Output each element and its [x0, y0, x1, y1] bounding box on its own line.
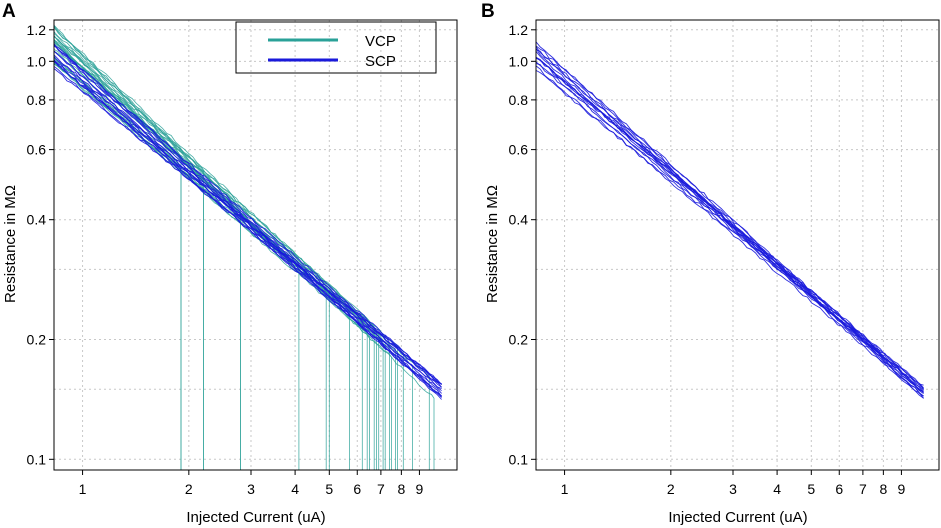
- panel-a-xtick-label: 1: [79, 481, 87, 497]
- panel-a-scp-curve: [54, 56, 442, 386]
- panel-b-ytick-label: 1.0: [509, 53, 529, 69]
- panel-a-vcp-curve: [54, 63, 300, 470]
- panel-a-vcp-curve: [54, 50, 182, 470]
- panel-a-vcp-curve: [54, 62, 386, 470]
- panel-a-ytick-label: 0.6: [27, 142, 47, 158]
- panel-b-ylabel: Resistance in MΩ: [484, 185, 501, 303]
- panel-b-curves: [536, 41, 924, 399]
- panel-a-ytick-label: 1.2: [27, 22, 47, 38]
- panel-a-vcp-curve: [54, 58, 430, 470]
- panel-a-xtick-label: 4: [291, 481, 299, 497]
- panel-a-xlabel: Injected Current (uA): [186, 509, 325, 526]
- panel-a-xtick-label: 3: [247, 481, 255, 497]
- panel-b-ytick-label: 0.6: [509, 142, 529, 158]
- panel-b-scp-curve: [536, 65, 924, 399]
- panel-a-xtick-label: 2: [185, 481, 193, 497]
- panel-a-vcp-curve: [54, 42, 241, 470]
- panel-b-xtick-label: 9: [898, 481, 906, 497]
- panel-b-scp-curve: [536, 41, 924, 392]
- panel-b-scp-curve: [536, 61, 924, 394]
- legend-vcp-label: VCP: [365, 33, 396, 50]
- panel-a-scp-curve: [54, 54, 442, 398]
- panel-a-vcp-curve: [54, 39, 435, 470]
- panel-a-scp-curve: [54, 59, 442, 385]
- panel-a-vcp-curve: [54, 49, 377, 470]
- panel-a-xtick-label: 8: [397, 481, 405, 497]
- panel-b-xtick-label: 8: [879, 481, 887, 497]
- panel-b-xtick-label: 6: [835, 481, 843, 497]
- panel-a-vcp-curve: [54, 41, 350, 470]
- panel-b-ytick-label: 0.4: [509, 212, 529, 228]
- panel-b-xtick-label: 7: [859, 481, 867, 497]
- panel-a-ytick-label: 1.0: [27, 53, 47, 69]
- panel-a-vcp-curve: [54, 35, 363, 470]
- panel-a-vcp-curve: [54, 24, 204, 470]
- panel-b-plot: 1 2 3 4 5 6 7 8 9 0.1 0.2 0.4 0.6 0.8 1.0 1.2: [509, 19, 940, 497]
- panel-b-letter: B: [481, 1, 495, 22]
- panel-a-xtick-label: 6: [353, 481, 361, 497]
- panel-a-frame: [53, 19, 458, 471]
- legend-scp-label: SCP: [365, 53, 396, 70]
- panel-a-scp-curve: [54, 43, 442, 385]
- panel-a-vcp-curve: [54, 60, 368, 470]
- panel-a-xtick-label: 5: [325, 481, 333, 497]
- panel-b-ytick-label: 0.1: [509, 451, 529, 467]
- panel-a-xtick-label: 7: [377, 481, 385, 497]
- panel-b-xtick-label: 2: [667, 481, 675, 497]
- panel-a-vcp-curve: [54, 55, 380, 470]
- panel-b-xtick-label: 4: [773, 481, 781, 497]
- panel-b-ytick-label: 0.8: [509, 92, 529, 108]
- panel-a-vcp-curve: [54, 41, 370, 470]
- panel-a-ytick-label: 0.2: [27, 331, 47, 347]
- panel-b-xtick-label: 3: [729, 481, 737, 497]
- panel-b-scp-curve: [536, 70, 924, 389]
- panel-b-scp-curve: [536, 56, 924, 390]
- panel-b-xtick-label: 1: [561, 481, 569, 497]
- panel-a-vcp-curve: [54, 26, 241, 470]
- panel-b-ytick-label: 0.2: [509, 331, 529, 347]
- panel-a-ytick-label: 0.1: [27, 451, 47, 467]
- panel-b-ytick-label: 1.2: [509, 22, 529, 38]
- panel-a-legend: VCP SCP: [235, 21, 437, 74]
- panel-a-xtick-label: 9: [416, 481, 424, 497]
- legend-box: [235, 21, 437, 74]
- panel-b-xtick-label: 5: [807, 481, 815, 497]
- panel-b-scp-curve: [536, 45, 924, 391]
- panel-b-scp-curve: [536, 49, 924, 397]
- panel-a-ytick-label: 0.8: [27, 92, 47, 108]
- panel-b-frame: [535, 19, 940, 471]
- panel-a-plot: 1 2 3 4 5 6 7 8 9 0.1 0.2 0.4 0.6 0.8 1.0 1.2: [27, 19, 458, 497]
- panel-a-scp-curve: [54, 65, 442, 390]
- panel-a-letter: A: [2, 1, 16, 22]
- panel-a-scp-curve: [54, 59, 442, 388]
- panel-b-xlabel: Injected Current (uA): [668, 509, 807, 526]
- panel-a-ytick-label: 0.4: [27, 212, 47, 228]
- panel-a-curves: [54, 24, 442, 470]
- panel-a-ylabel: Resistance in MΩ: [2, 185, 19, 303]
- panel-a-vcp-curve: [54, 33, 404, 470]
- panel-b-scp-curve: [536, 46, 924, 394]
